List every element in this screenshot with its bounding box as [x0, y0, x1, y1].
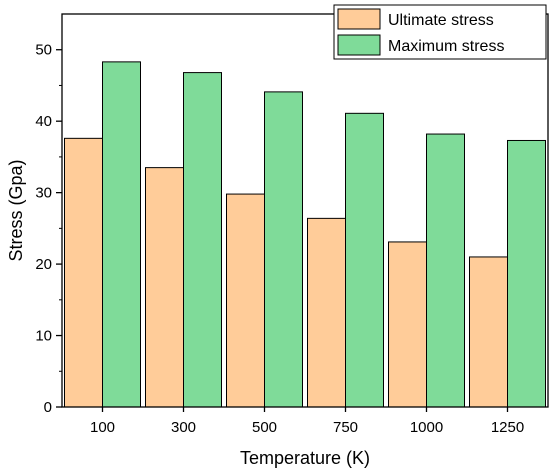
- y-tick-label: 0: [44, 399, 52, 416]
- bar-maximum-stress-300: [183, 72, 222, 408]
- y-axis-title: Stress (Gpa): [6, 159, 26, 261]
- x-axis-title: Temperature (K): [240, 448, 370, 468]
- legend-swatch-maximum-stress: [337, 34, 381, 56]
- x-tick-label: 1000: [410, 419, 443, 436]
- legend-label-maximum-stress: Maximum stress: [388, 38, 504, 55]
- bar-maximum-stress-750: [345, 112, 384, 408]
- y-tick-label: 30: [35, 185, 52, 202]
- x-axis: 100 300 500 750 1000 1250: [90, 407, 524, 436]
- y-tick-label: 10: [35, 328, 52, 345]
- bar-ultimate-stress-500: [226, 193, 265, 408]
- y-tick-label: 50: [35, 42, 52, 59]
- legend: Ultimate stress Maximum stress: [333, 4, 547, 60]
- plot-frame: [61, 13, 549, 408]
- y-axis: 0 10 20 30 40 50: [35, 42, 62, 416]
- y-tick-label: 20: [35, 256, 52, 273]
- x-tick-label: 750: [333, 419, 358, 436]
- x-tick-label: 100: [90, 419, 115, 436]
- bars-layer: [64, 61, 546, 408]
- bar-maximum-stress-1250: [507, 139, 546, 408]
- x-tick-label: 300: [171, 419, 196, 436]
- bar-maximum-stress-1000: [426, 133, 465, 408]
- bar-ultimate-stress-300: [145, 167, 184, 408]
- bar-maximum-stress-500: [264, 91, 303, 408]
- bar-ultimate-stress-1250: [469, 256, 508, 408]
- legend-label-ultimate-stress: Ultimate stress: [388, 12, 494, 29]
- bar-ultimate-stress-750: [307, 217, 346, 408]
- legend-swatch-ultimate-stress: [337, 8, 381, 30]
- x-tick-label: 500: [252, 419, 277, 436]
- bar-maximum-stress-100: [102, 61, 141, 408]
- bar-ultimate-stress-100: [64, 137, 103, 408]
- x-tick-label: 1250: [491, 419, 524, 436]
- bar-ultimate-stress-1000: [388, 241, 427, 408]
- y-tick-label: 40: [35, 113, 52, 130]
